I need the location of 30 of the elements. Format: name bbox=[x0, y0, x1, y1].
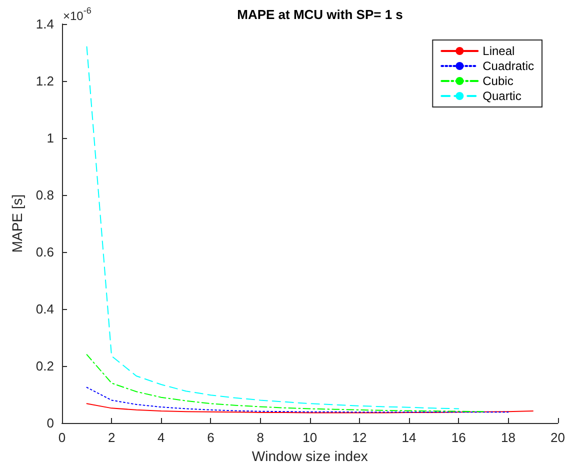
legend-label: Cuadratic bbox=[482, 59, 534, 73]
y-tick-label: 1.2 bbox=[36, 74, 54, 88]
y-tick-label: 0.2 bbox=[36, 358, 54, 374]
y-tick-label: 1 bbox=[46, 130, 54, 146]
x-axis-title: Window size index bbox=[252, 448, 368, 464]
x-tick-label: 18 bbox=[500, 430, 516, 445]
y-tick-label: 1.4 bbox=[36, 16, 54, 32]
x-tick-label: 10 bbox=[302, 430, 318, 445]
x-tick-label: 14 bbox=[402, 430, 416, 445]
x-tick-label: 12 bbox=[352, 430, 367, 445]
line-series bbox=[86, 403, 534, 414]
y-tick-label: 0.8 bbox=[36, 188, 54, 202]
y-tick-label: 0.6 bbox=[36, 244, 54, 260]
x-tick-label: 4 bbox=[158, 430, 165, 445]
legend-label: Quartic bbox=[482, 89, 522, 103]
chart-title: MAPE at MCU with SP= 1 s bbox=[237, 7, 403, 22]
x-tick-label: 8 bbox=[256, 430, 264, 445]
x-tick-label: 20 bbox=[550, 430, 566, 445]
x-tick-label: 6 bbox=[207, 430, 214, 445]
line-series bbox=[86, 386, 509, 413]
y-tick-label: 0 bbox=[46, 416, 54, 430]
x-tick-label: 0 bbox=[58, 430, 66, 445]
line-series bbox=[86, 46, 460, 410]
line-series bbox=[86, 354, 484, 412]
y-axis-title: MAPE [s] bbox=[9, 194, 25, 253]
x-tick-label: 2 bbox=[108, 430, 116, 445]
y-tick-label: 0.4 bbox=[36, 302, 54, 316]
legend-label: Lineal bbox=[482, 44, 515, 58]
legend-label: Cubic bbox=[482, 74, 514, 88]
x-tick-label: 16 bbox=[451, 430, 466, 445]
